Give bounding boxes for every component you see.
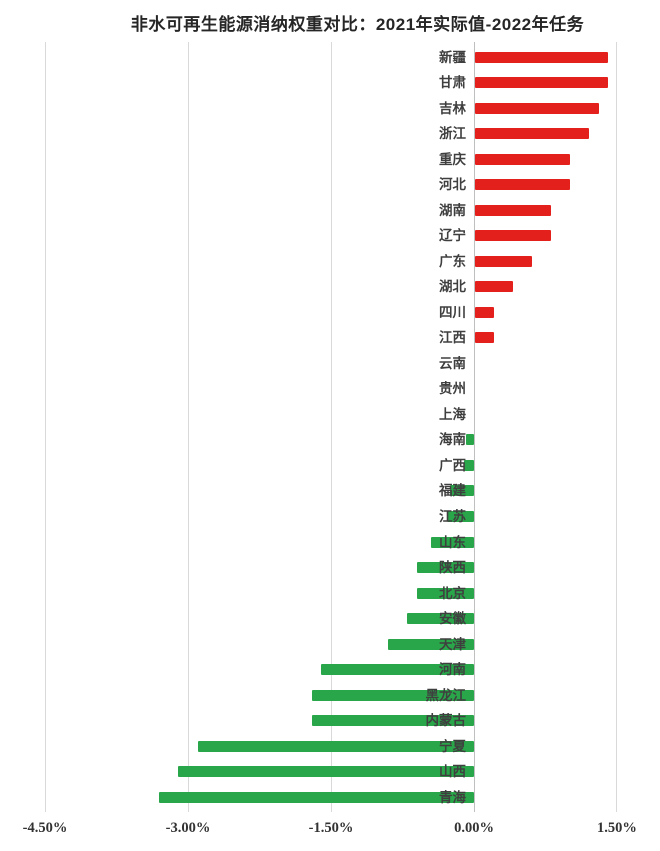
bar [321,664,474,676]
gridline [330,42,332,812]
bar [388,638,474,650]
bar [475,204,552,216]
x-tick-label: -3.00% [165,820,211,836]
chart-title: 非水可再生能源消纳权重对比：2021年实际值-2022年任务 [130,15,585,34]
category-label: 广西 [439,457,466,473]
bar [475,51,609,63]
bar [475,153,571,165]
category-label: 天津 [439,636,466,652]
bar [450,485,474,497]
category-label: 重庆 [439,151,466,167]
bar [475,332,495,344]
category-label: 青海 [439,789,466,805]
x-tick-label: 1.50% [597,820,637,836]
bar [475,281,514,293]
bar [475,128,590,140]
bar [416,587,474,599]
bar [431,536,474,548]
category-label: 上海 [439,406,466,422]
x-tick-label: -4.50% [22,820,68,836]
gridline [616,42,618,812]
bar [178,766,474,778]
category-label: 广东 [439,253,466,269]
bar [475,230,552,242]
category-label: 云南 [439,355,466,371]
bar [407,613,474,625]
category-label: 浙江 [439,126,466,142]
category-label: 甘肃 [439,75,466,91]
bar [197,740,474,752]
category-label: 黑龙江 [425,687,467,703]
bar [475,77,609,89]
category-label: 江西 [439,330,466,346]
category-label: 陕西 [439,560,466,576]
category-label: 贵州 [439,381,466,397]
category-label: 吉林 [439,100,466,116]
bar [416,562,474,574]
bar [311,715,474,727]
category-label: 福建 [439,483,466,499]
bar [464,459,474,471]
category-label: 海南 [439,432,466,448]
bar [475,102,599,114]
category-label: 北京 [439,585,466,601]
category-label: 新疆 [439,49,466,65]
x-tick-label: -1.50% [308,820,354,836]
category-label: 河北 [439,177,466,193]
gridline [44,42,46,812]
bar [466,434,474,446]
bar [475,179,571,191]
category-label: 河南 [439,662,466,678]
category-label: 四川 [439,304,466,320]
x-tick-label: 0.00% [454,820,494,836]
category-label: 内蒙古 [425,713,467,729]
category-label: 安徽 [439,611,466,627]
category-label: 山西 [439,764,466,780]
category-label: 湖北 [439,279,466,295]
bar [159,791,474,803]
zero-axis-line [473,42,475,812]
gridline [187,42,189,812]
category-label: 湖南 [439,202,466,218]
category-label: 江苏 [439,509,466,524]
bar [475,255,533,267]
category-label: 山东 [439,534,466,550]
bar [311,689,474,701]
bar [475,306,495,318]
bar [447,511,474,522]
category-label: 宁夏 [439,738,466,754]
category-label: 辽宁 [439,228,466,244]
